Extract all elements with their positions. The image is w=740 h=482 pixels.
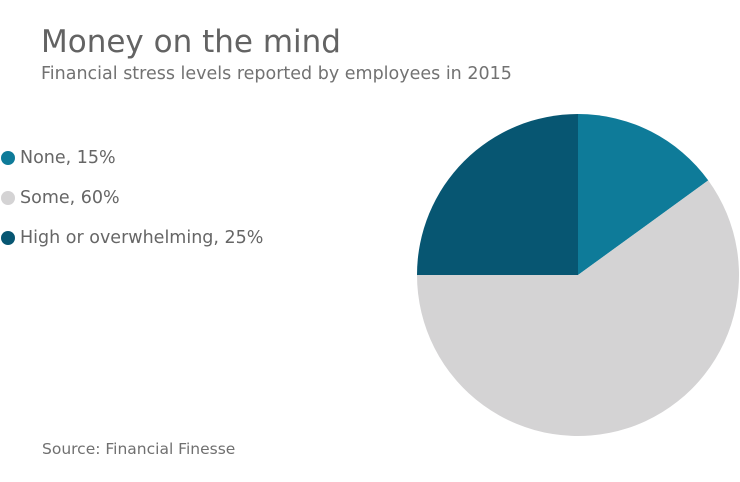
chart-title: Money on the mind (41, 24, 341, 60)
legend-item-none: None, 15% (1, 147, 263, 169)
pie-slice-high-or-overwhelming (417, 114, 578, 275)
pie-slice-some (417, 180, 739, 437)
legend-dot-icon (1, 151, 15, 165)
legend-label: High or overwhelming, 25% (20, 228, 264, 248)
pie-slice-none (578, 114, 709, 275)
source-note: Source: Financial Finesse (42, 440, 236, 458)
legend-label: None, 15% (20, 148, 116, 168)
legend-item-high: High or overwhelming, 25% (1, 227, 263, 249)
legend: None, 15% Some, 60% High or overwhelming… (1, 147, 263, 267)
legend-dot-icon (1, 191, 15, 205)
legend-item-some: Some, 60% (1, 187, 263, 209)
chart-subtitle: Financial stress levels reported by empl… (41, 64, 512, 84)
pie-slices (417, 114, 739, 437)
legend-dot-icon (1, 231, 15, 245)
legend-label: Some, 60% (20, 188, 120, 208)
